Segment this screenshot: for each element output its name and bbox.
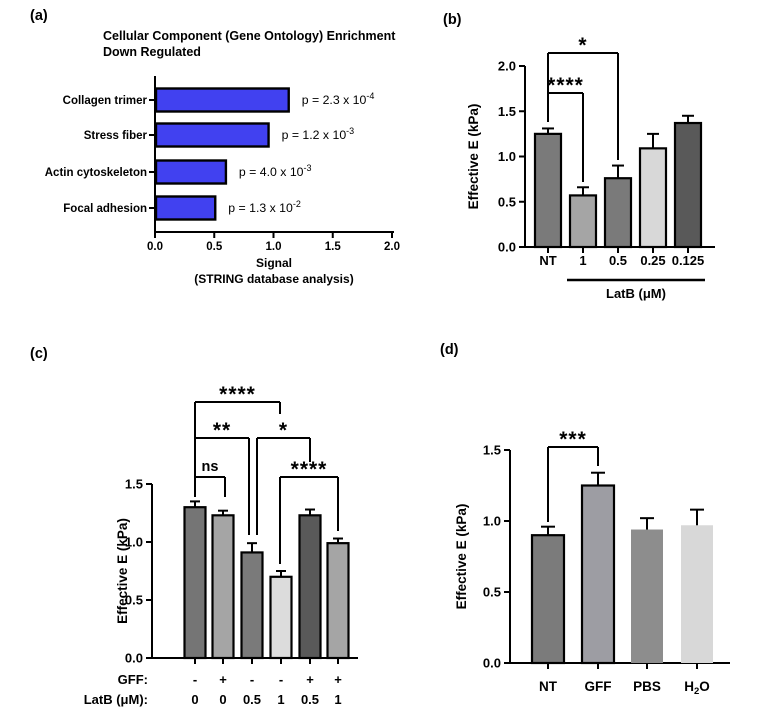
p-value-label: p = 2.3 x 10-4 [302, 91, 375, 107]
bar-0 [530, 534, 566, 665]
y-tick-label: 0.5 [483, 585, 501, 600]
significance-label: * [279, 419, 288, 442]
p-value-label: p = 1.2 x 10-3 [282, 126, 355, 142]
category-label: NT [539, 679, 558, 694]
category-label: Stress fiber [84, 130, 148, 142]
category-label: NT [539, 253, 556, 268]
category-label: Actin cytoskeleton [45, 167, 147, 179]
bar-4 [298, 514, 322, 660]
y-axis-title: Effective E (kPa) [466, 104, 481, 210]
category-label: 1 [579, 253, 586, 268]
bar-2 [631, 529, 663, 663]
category-label: PBS [633, 679, 661, 694]
category-label: H2O [684, 679, 710, 697]
bar-3 [638, 147, 668, 249]
bar-1 [580, 484, 616, 665]
row-label: LatB (μM): [84, 692, 148, 707]
row-value: + [334, 672, 342, 687]
y-tick-label: 0.0 [483, 656, 501, 671]
y-tick-label: 0.5 [125, 593, 143, 608]
panel-d-gff-control-chart: 0.0 0.5 1.0 1.5 Effective E (kPa) NT GFF PBS H2O… [454, 428, 730, 697]
bar-1 [568, 194, 598, 249]
bar-2 [240, 551, 264, 660]
bar-stress-fiber [154, 122, 270, 148]
category-label: 0.125 [672, 253, 705, 268]
p-value-label: p = 1.3 x 10-2 [228, 199, 301, 215]
y-tick-label: 1.5 [483, 443, 501, 458]
bar-2 [603, 177, 633, 249]
x-axis-title-line2: (STRING database analysis) [194, 272, 353, 286]
row-value: 0.5 [243, 692, 261, 707]
row-value: 0.5 [301, 692, 319, 707]
category-label: GFF [585, 679, 612, 694]
x-axis-title-line1: Signal [256, 256, 292, 270]
y-axis-title: Effective E (kPa) [454, 504, 469, 610]
bar-0 [183, 506, 207, 660]
p-value-label: p = 4.0 x 10-3 [239, 163, 312, 179]
bar-collagen-trimer [154, 87, 290, 113]
row-value: 0 [219, 692, 226, 707]
bar-3 [269, 575, 293, 660]
x-tick-label: 1.5 [325, 241, 342, 253]
significance-label: **** [547, 74, 584, 97]
y-tick-label: 2.0 [498, 59, 516, 74]
row-value: 1 [334, 692, 341, 707]
x-tick-label: 0.0 [147, 241, 163, 253]
bar-3 [681, 525, 713, 663]
row-value: - [193, 672, 197, 687]
x-tick-label: 0.5 [206, 241, 223, 253]
y-tick-label: 1.0 [483, 514, 501, 529]
x-tick-label: 1.0 [266, 241, 282, 253]
significance-label: * [578, 34, 587, 57]
category-label: 0.25 [640, 253, 665, 268]
y-tick-label: 1.0 [498, 149, 516, 164]
bar-4 [673, 121, 703, 249]
significance-label: **** [291, 458, 328, 481]
panel-c-label: (c) [30, 346, 48, 362]
bar-actin-cytoskeleton [154, 159, 228, 185]
y-tick-label: 1.5 [498, 104, 516, 119]
y-tick-label: 0.5 [498, 194, 516, 209]
row-value: + [306, 672, 314, 687]
significance-label: **** [219, 383, 256, 406]
bar-0 [533, 132, 563, 249]
panel-b-latb-dose-chart: 0.0 0.5 1.0 1.5 2.0 Effective E (kPa) NT 1 0.5 0.… [466, 34, 715, 301]
row-value: 1 [277, 692, 284, 707]
category-label: Focal adhesion [63, 203, 147, 215]
chart-title-line2: Down Regulated [103, 45, 201, 59]
row-value: 0 [191, 692, 198, 707]
row-value: - [250, 672, 254, 687]
y-tick-label: 0.0 [125, 651, 143, 666]
panel-d-label: (d) [440, 342, 459, 358]
bar-1 [211, 514, 235, 660]
significance-label: ** [213, 419, 231, 442]
y-tick-label: 1.5 [125, 477, 143, 492]
significance-label: ns [202, 459, 219, 475]
bar-5 [326, 542, 350, 660]
panel-a-go-enrichment-chart: Cellular Component (Gene Ontology) Enric… [45, 29, 400, 286]
category-label: Collagen trimer [63, 95, 148, 107]
row-value: + [219, 672, 227, 687]
group-label: LatB (μM) [606, 286, 666, 301]
row-label: GFF: [118, 672, 148, 687]
y-tick-label: 1.0 [125, 535, 143, 550]
y-axis-title: Effective E (kPa) [115, 518, 130, 624]
x-tick-label: 2.0 [384, 241, 400, 253]
chart-title-line1: Cellular Component (Gene Ontology) Enric… [103, 29, 396, 43]
category-label: 0.5 [609, 253, 627, 268]
panel-a-label: (a) [30, 8, 48, 24]
y-tick-label: 0.0 [498, 240, 516, 255]
significance-label: *** [559, 428, 587, 451]
bar-focal-adhesion [154, 195, 217, 221]
panel-b-label: (b) [443, 12, 462, 28]
row-value: - [279, 672, 283, 687]
panel-c-gff-latb-chart: 0.0 0.5 1.0 1.5 Effective E (kPa) GFF: - + - - + + L… [84, 383, 358, 707]
